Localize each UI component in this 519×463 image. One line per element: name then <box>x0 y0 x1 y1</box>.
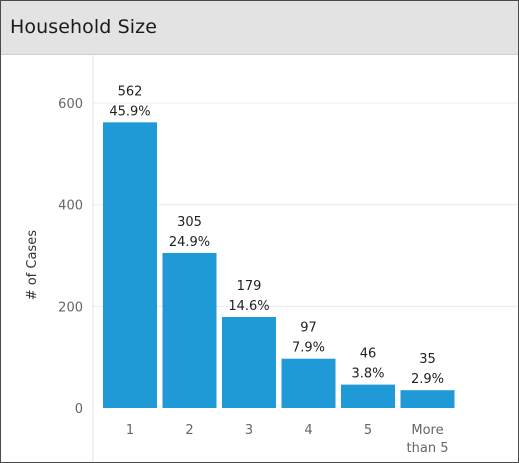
bar <box>162 252 217 408</box>
y-tick-label: 200 <box>58 300 83 315</box>
data-labels: 562 45.9% 305 24.9% 179 14.6% 97 7.9% 46 3.8% 35 2.… <box>109 84 444 387</box>
bar-percent-label: 45.9% <box>109 104 150 119</box>
bar-value-label: 97 <box>300 321 317 336</box>
bar <box>400 390 455 408</box>
bar <box>341 384 395 408</box>
bar-percent-label: 3.8% <box>351 367 384 382</box>
bar-percent-label: 14.6% <box>228 299 269 314</box>
bar-value-label: 562 <box>118 84 143 99</box>
bar-percent-label: 24.9% <box>169 235 210 250</box>
bar-percent-label: 7.9% <box>292 341 325 356</box>
x-tick-label: 2 <box>185 423 193 438</box>
x-axis: 1 2 3 4 5 More than 5 <box>126 423 449 456</box>
x-tick-label: More <box>411 423 443 438</box>
y-tick-label: 400 <box>58 199 83 214</box>
bar-value-label: 35 <box>419 352 436 367</box>
bars <box>103 122 455 409</box>
bar-value-label: 179 <box>237 279 262 294</box>
panel-title: Household Size <box>10 16 157 38</box>
x-tick-label: 3 <box>245 423 253 438</box>
x-tick-label: than 5 <box>407 441 449 456</box>
x-tick-label: 1 <box>126 423 134 438</box>
bar-chart: 0 200 400 600 562 45.9% 305 24.9% 179 14.6% 97 7.9… <box>25 55 518 462</box>
x-tick-label: 4 <box>304 423 312 438</box>
y-axis: 0 200 400 600 <box>58 97 83 417</box>
bar-value-label: 46 <box>360 347 377 362</box>
bar <box>281 358 336 408</box>
bar <box>103 122 157 409</box>
bar-percent-label: 2.9% <box>411 372 444 387</box>
y-tick-label: 600 <box>58 97 83 112</box>
y-axis-title: # of Cases <box>25 230 40 301</box>
x-tick-label: 5 <box>364 423 372 438</box>
bar-value-label: 305 <box>177 215 202 230</box>
y-tick-label: 0 <box>75 402 83 417</box>
panel-header: Household Size <box>1 1 518 55</box>
bar <box>222 317 276 408</box>
